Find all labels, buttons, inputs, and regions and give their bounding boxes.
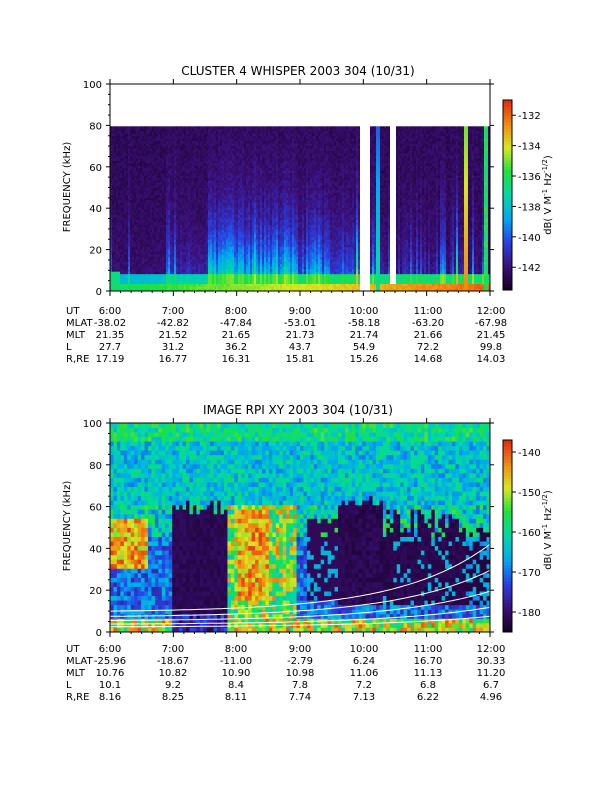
- panel-title: CLUSTER 4 WHISPER 2003 304 (10/31): [181, 64, 414, 78]
- spectrogram-image: [110, 84, 490, 291]
